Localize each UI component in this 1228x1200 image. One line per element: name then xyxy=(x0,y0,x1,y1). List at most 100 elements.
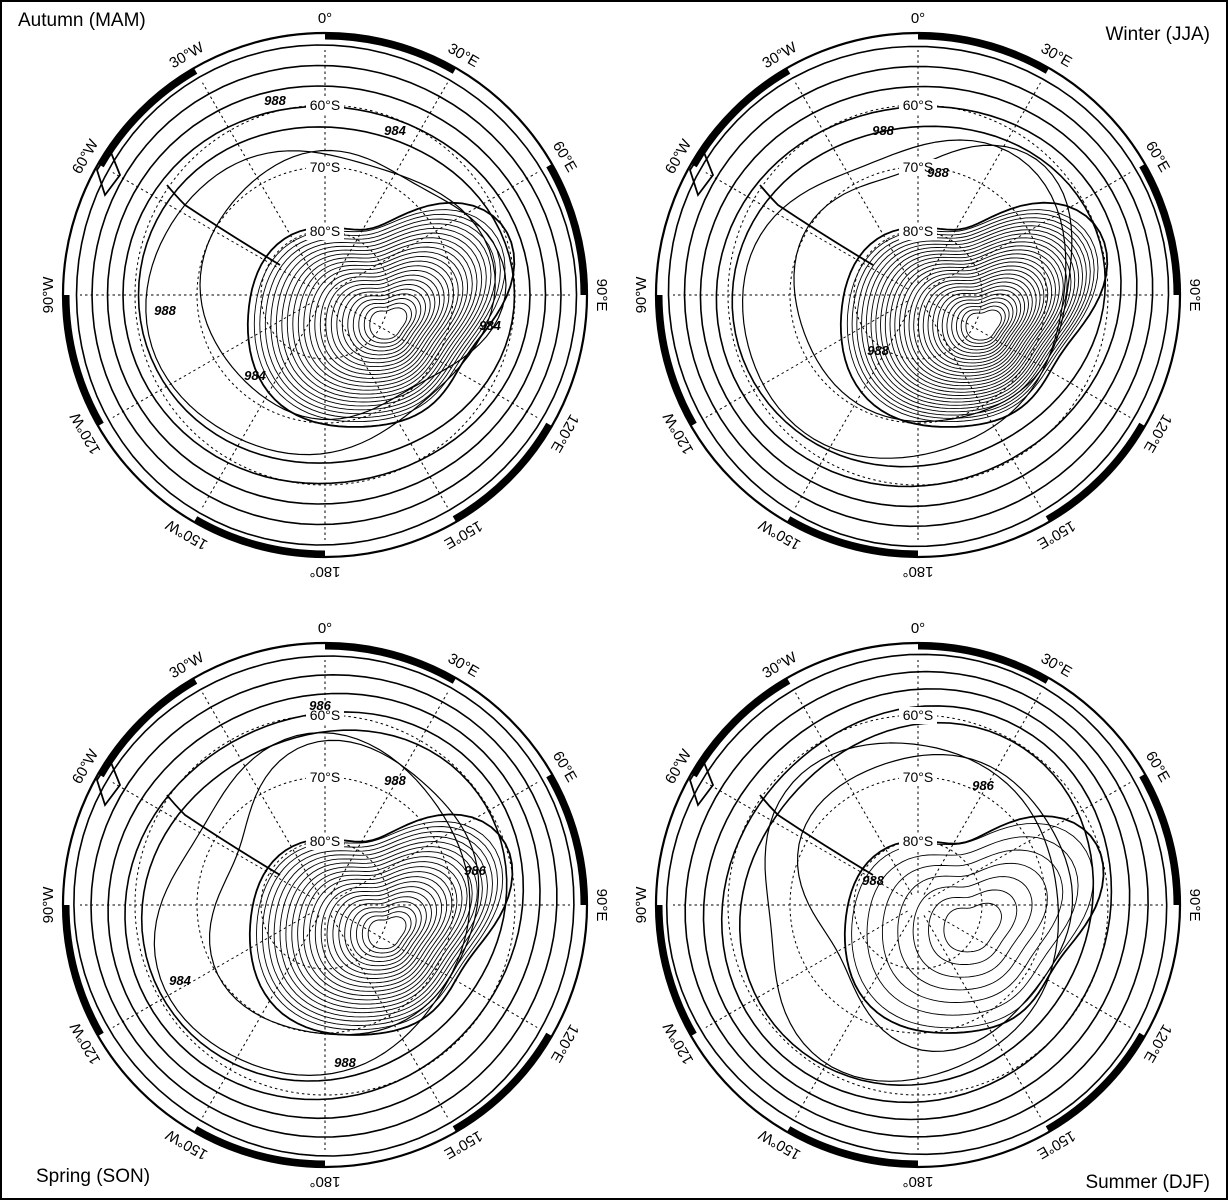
latitude-label: 80°S xyxy=(903,833,934,849)
latitude-label-bg xyxy=(899,769,937,786)
rim-tick-segment xyxy=(1139,163,1181,296)
meridian-line xyxy=(795,305,913,508)
latitude-label: 60°S xyxy=(310,707,341,723)
continent-isobar xyxy=(275,227,487,407)
map-panel: 0°30°E60°E90°E120°E150°E180°150°W120°W90… xyxy=(633,10,1210,580)
continent-isobar xyxy=(325,269,445,372)
map-panel: 0°30°E60°E90°E120°E150°E180°150°W120°W90… xyxy=(18,10,610,580)
rim-tick-segment xyxy=(97,67,198,168)
longitude-label: 180° xyxy=(902,1173,933,1190)
continent-isobar xyxy=(355,906,417,958)
isobar-ring xyxy=(667,45,1170,548)
meridian-line xyxy=(112,300,315,418)
rim-tick-segment xyxy=(452,422,553,523)
latitude-label-bg xyxy=(306,769,344,786)
continent-isobar xyxy=(881,849,1064,1003)
isobar-value-label: 988 xyxy=(154,303,176,318)
meridian-line xyxy=(330,915,448,1118)
continent-isobar xyxy=(927,277,1033,367)
continent-isobar xyxy=(918,269,1041,374)
continent-isobar xyxy=(264,218,497,415)
meridian-line xyxy=(330,692,448,895)
continent-isobar xyxy=(367,916,407,950)
continent-isobar xyxy=(256,821,504,1031)
continent-isobar xyxy=(922,273,1037,370)
continent-isobar xyxy=(336,279,436,364)
continent-isobar xyxy=(903,257,1053,383)
isobar-ring xyxy=(684,670,1149,1138)
continent-isobar xyxy=(291,851,473,1005)
isobar xyxy=(208,739,480,1036)
south-america-tip xyxy=(96,758,122,807)
rim-tick-segment xyxy=(324,642,457,684)
isobar-value-label: 986 xyxy=(464,863,486,878)
continent-isobar xyxy=(960,305,1006,344)
isobar xyxy=(764,742,1060,1082)
continent-isobar xyxy=(319,265,450,375)
meridian-line xyxy=(923,305,1041,508)
continent-isobar xyxy=(270,223,492,411)
continent-isobar xyxy=(352,293,422,352)
continent-isobar xyxy=(308,866,458,992)
longitude-label: 120°E xyxy=(1140,411,1175,455)
isobar-ring xyxy=(137,126,516,464)
isobar-ring xyxy=(75,44,578,546)
meridian-line xyxy=(928,782,1131,900)
rim-tick-segment xyxy=(786,1126,919,1168)
isobar-ring xyxy=(720,705,1113,1104)
longitude-label: 30°W xyxy=(167,649,208,683)
antarctic-coastline xyxy=(246,201,516,428)
continent-isobar xyxy=(856,217,1091,416)
continent-isobar xyxy=(884,241,1068,396)
meridian-line xyxy=(923,915,1041,1118)
latitude-label-bg xyxy=(899,159,937,176)
latitude-label: 60°S xyxy=(903,97,934,113)
latitude-label-bg xyxy=(306,159,344,176)
meridian-line xyxy=(112,910,315,1028)
antarctic-coastline xyxy=(839,201,1109,428)
isobar-value-label: 986 xyxy=(309,698,331,713)
longitude-label: 120°E xyxy=(547,411,582,455)
isobar-value-label: 984 xyxy=(479,318,501,333)
longitude-label: 30°W xyxy=(760,39,801,73)
longitude-label: 180° xyxy=(309,563,340,580)
longitude-label: 90°W xyxy=(633,276,650,314)
rim-tick-segment xyxy=(786,516,919,558)
longitude-label: 150°E xyxy=(441,517,485,552)
rim-tick-segment xyxy=(655,904,697,1037)
isobar-ring xyxy=(699,85,1138,508)
latitude-label-bg xyxy=(306,97,344,114)
isobar-value-label: 988 xyxy=(867,343,889,358)
antarctic-peninsula xyxy=(759,184,874,266)
continent-isobar xyxy=(908,261,1049,380)
longitude-label: 120°E xyxy=(547,1021,582,1065)
continent-isobar xyxy=(363,302,412,344)
latitude-label-bg xyxy=(899,833,937,850)
longitude-label: 0° xyxy=(911,620,925,637)
continent-isobar xyxy=(261,826,499,1026)
continent-isobar xyxy=(897,862,1048,991)
continent-isobar xyxy=(941,289,1022,357)
longitude-label: 90°E xyxy=(593,889,610,922)
isobar xyxy=(145,150,496,456)
continent-isobar xyxy=(932,281,1029,364)
continent-isobar xyxy=(865,225,1084,410)
longitude-label: 180° xyxy=(309,1173,340,1190)
continent-isobar xyxy=(361,911,412,954)
isobar-ring xyxy=(122,105,531,485)
rim-tick-segment xyxy=(193,1126,326,1168)
isobar-ring xyxy=(665,653,1168,1156)
isobar xyxy=(741,139,1067,459)
antarctic-coastline xyxy=(843,815,1105,1034)
isobar-value-label: 988 xyxy=(872,123,894,138)
isobar xyxy=(796,754,1073,1053)
season-title: Winter (JJA) xyxy=(1106,24,1211,45)
rim-tick-segment xyxy=(62,294,104,427)
longitude-label: 0° xyxy=(318,10,332,27)
continent-isobar xyxy=(861,221,1087,413)
latitude-label-bg xyxy=(899,97,937,114)
continent-isobar xyxy=(344,896,427,967)
longitude-label: 90°W xyxy=(40,276,57,314)
